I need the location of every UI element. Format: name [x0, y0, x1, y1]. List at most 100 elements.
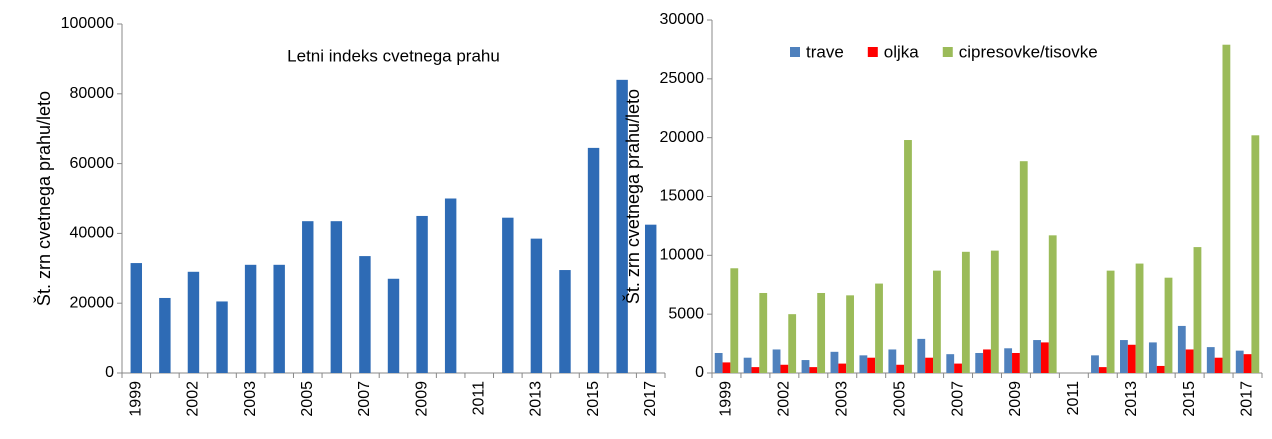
x-tick-label: 1999: [718, 381, 735, 417]
x-tick-label: 2003: [242, 381, 259, 417]
bar: [530, 238, 543, 373]
bar: [983, 349, 991, 373]
x-tick-label: 2011: [1065, 381, 1082, 416]
y-tick-label: 100000: [61, 15, 114, 32]
bar: [801, 360, 810, 373]
bar: [1019, 161, 1028, 373]
bar: [946, 354, 955, 373]
y-tick-label: 30000: [660, 11, 705, 28]
bar: [1251, 135, 1260, 373]
bar: [830, 351, 839, 373]
bar: [917, 338, 926, 373]
y-tick-label: 80000: [70, 85, 115, 102]
bar: [1148, 342, 1157, 373]
bar: [216, 301, 228, 373]
bar: [587, 147, 600, 373]
x-tick-label: 2009: [413, 381, 430, 417]
bar: [1156, 365, 1165, 373]
bar: [1048, 235, 1057, 373]
bar: [1004, 348, 1013, 373]
bar: [1040, 342, 1049, 373]
bar: [961, 251, 970, 373]
bar: [1033, 340, 1041, 373]
bar: [809, 367, 818, 373]
bar: [904, 140, 912, 373]
y-tick-label: 0: [695, 364, 704, 381]
y-tick-label: 15000: [660, 188, 705, 205]
bar: [743, 357, 752, 373]
bar: [1235, 350, 1244, 373]
y-tick-label: 25000: [660, 70, 705, 87]
bar: [933, 270, 941, 373]
bar: [1177, 325, 1186, 373]
chart-title: Letni indeks cvetnega prahu: [287, 46, 500, 65]
bar: [302, 221, 314, 373]
bar: [1193, 247, 1202, 373]
bar: [1185, 349, 1194, 373]
bar: [1106, 270, 1115, 373]
bar: [780, 364, 789, 373]
bar: [159, 297, 171, 373]
y-axis-label: Št. zrn cvetnega prahu/leto: [33, 91, 54, 306]
bar: [273, 264, 285, 373]
y-tick-label: 20000: [70, 294, 115, 311]
bar: [1214, 357, 1223, 373]
bar: [990, 250, 999, 373]
legend-label: cipresovke/tisovke: [959, 42, 1098, 61]
x-tick-label: 2005: [891, 381, 908, 417]
y-axis-label: Št. zrn cvetnega prahu/leto: [622, 89, 643, 304]
bar: [1012, 352, 1020, 373]
bar: [954, 363, 962, 373]
y-tick-label: 60000: [70, 155, 115, 172]
bar: [788, 314, 797, 373]
y-tick-label: 10000: [660, 247, 705, 264]
bar: [714, 352, 723, 373]
bar: [616, 79, 628, 373]
bar: [859, 355, 868, 373]
bar: [1135, 263, 1144, 373]
x-tick-label: 2015: [585, 381, 602, 417]
bar: [751, 367, 760, 373]
bar: [644, 224, 657, 373]
x-tick-label: 2009: [1007, 381, 1024, 417]
x-tick-label: 2013: [528, 381, 545, 417]
x-tick-label: 2005: [299, 381, 316, 417]
bar: [416, 215, 428, 373]
bar: [888, 349, 897, 373]
bar: [359, 256, 371, 373]
bar: [772, 349, 781, 373]
legend-swatch: [942, 47, 953, 57]
bar: [1243, 354, 1252, 373]
bar: [1091, 355, 1099, 373]
legend-swatch: [867, 47, 878, 57]
bar: [846, 295, 854, 373]
legend-label: oljka: [884, 42, 920, 61]
bar: [1164, 277, 1173, 373]
bar: [896, 364, 905, 373]
x-tick-label: 2017: [642, 381, 659, 417]
bar: [722, 362, 731, 373]
bar: [330, 221, 343, 373]
bar: [867, 357, 876, 373]
x-tick-label: 2003: [833, 381, 850, 417]
x-tick-label: 2011: [470, 381, 487, 416]
bar: [1222, 44, 1231, 374]
bar: [1127, 344, 1136, 373]
y-tick-label: 40000: [70, 225, 115, 242]
y-tick-label: 0: [105, 364, 114, 381]
legend-swatch: [790, 47, 800, 57]
bar: [387, 278, 400, 373]
x-tick-label: 1999: [128, 381, 145, 417]
bar: [1206, 347, 1215, 373]
bar: [817, 292, 826, 373]
bar: [875, 283, 883, 373]
bar: [244, 264, 257, 373]
bar: [1120, 340, 1128, 373]
bar: [730, 268, 739, 373]
bar: [444, 198, 457, 373]
bar: [187, 271, 200, 373]
bar: [759, 292, 768, 373]
bar: [1098, 367, 1107, 373]
x-tick-label: 2013: [1123, 381, 1140, 417]
